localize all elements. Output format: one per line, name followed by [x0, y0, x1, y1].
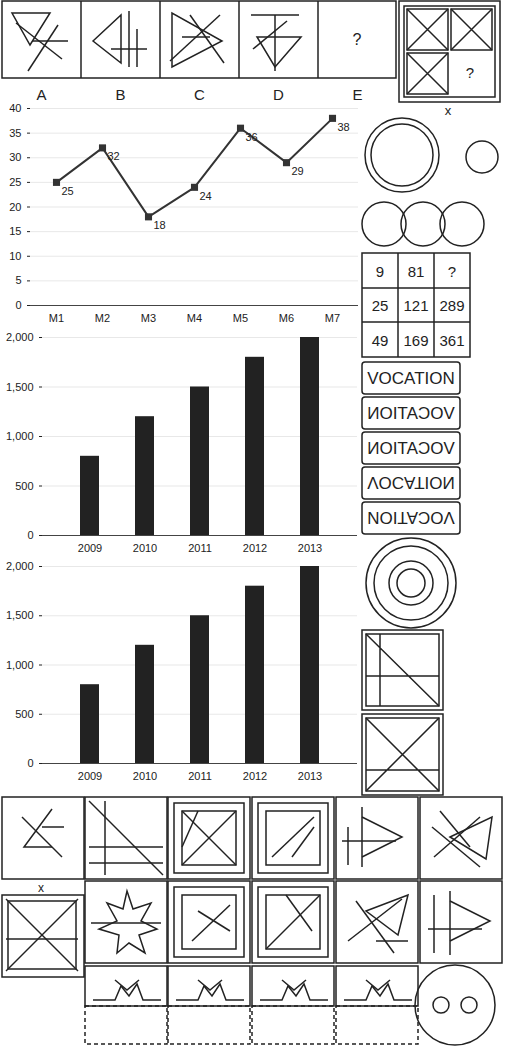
svg-text:1,500: 1,500	[6, 609, 34, 621]
svg-text:M3: M3	[141, 312, 156, 324]
svg-text:49: 49	[372, 332, 389, 349]
svg-text:0: 0	[15, 299, 21, 311]
svg-text:36: 36	[245, 131, 257, 143]
svg-text:2012: 2012	[243, 542, 267, 554]
svg-text:VOCATION: VOCATION	[367, 369, 455, 388]
svg-text:1,500: 1,500	[6, 381, 34, 393]
svg-text:B: B	[115, 86, 125, 103]
svg-text:2,000: 2,000	[6, 331, 34, 343]
svg-text:D: D	[273, 86, 284, 103]
svg-text:15: 15	[9, 225, 21, 237]
svg-text:1,000: 1,000	[6, 430, 34, 442]
svg-text:VOCATION: VOCATION	[367, 508, 455, 527]
svg-text:?: ?	[353, 31, 362, 48]
svg-text:25: 25	[61, 185, 73, 197]
svg-text:M2: M2	[95, 312, 110, 324]
svg-text:VOCATION: VOCATION	[367, 439, 455, 458]
svg-text:25: 25	[372, 297, 389, 314]
svg-text:VOCATION: VOCATION	[367, 404, 455, 423]
svg-text:9: 9	[376, 263, 384, 280]
svg-text:500: 500	[15, 708, 33, 720]
svg-text:E: E	[352, 86, 362, 103]
svg-text:81: 81	[408, 263, 425, 280]
svg-text:10: 10	[9, 250, 21, 262]
svg-text:M4: M4	[187, 312, 202, 324]
svg-text:29: 29	[291, 165, 303, 177]
svg-text:A: A	[36, 86, 46, 103]
svg-text:32: 32	[107, 150, 119, 162]
svg-text:40: 40	[9, 102, 21, 114]
svg-text:361: 361	[439, 332, 464, 349]
svg-text:?: ?	[448, 263, 456, 280]
svg-text:1,000: 1,000	[6, 659, 34, 671]
svg-text:0: 0	[27, 757, 33, 769]
svg-text:C: C	[194, 86, 205, 103]
svg-text:2009: 2009	[78, 770, 102, 782]
svg-text:25: 25	[9, 176, 21, 188]
svg-text:5: 5	[15, 274, 21, 286]
svg-text:2011: 2011	[188, 542, 212, 554]
svg-text:M1: M1	[49, 312, 64, 324]
svg-text:2012: 2012	[243, 770, 267, 782]
svg-text:2,000: 2,000	[6, 560, 34, 572]
svg-text:30: 30	[9, 151, 21, 163]
svg-text:2011: 2011	[188, 770, 212, 782]
svg-text:M5: M5	[233, 312, 248, 324]
svg-text:18: 18	[153, 219, 165, 231]
svg-text:?: ?	[466, 64, 474, 81]
svg-text:500: 500	[15, 480, 33, 492]
svg-text:M7: M7	[325, 312, 340, 324]
svg-text:38: 38	[337, 121, 349, 133]
svg-text:20: 20	[9, 201, 21, 213]
svg-text:24: 24	[199, 190, 211, 202]
svg-text:x: x	[38, 881, 44, 895]
svg-text:2013: 2013	[298, 770, 322, 782]
svg-text:289: 289	[439, 297, 464, 314]
svg-text:2010: 2010	[133, 542, 157, 554]
svg-text:121: 121	[403, 297, 428, 314]
svg-text:2013: 2013	[298, 542, 322, 554]
svg-text:2010: 2010	[133, 770, 157, 782]
svg-text:169: 169	[403, 332, 428, 349]
svg-text:0: 0	[27, 529, 33, 541]
svg-text:M6: M6	[279, 312, 294, 324]
svg-text:35: 35	[9, 127, 21, 139]
svg-text:x: x	[445, 103, 452, 118]
svg-text:2009: 2009	[78, 542, 102, 554]
svg-text:VOCATION: VOCATION	[367, 473, 455, 492]
